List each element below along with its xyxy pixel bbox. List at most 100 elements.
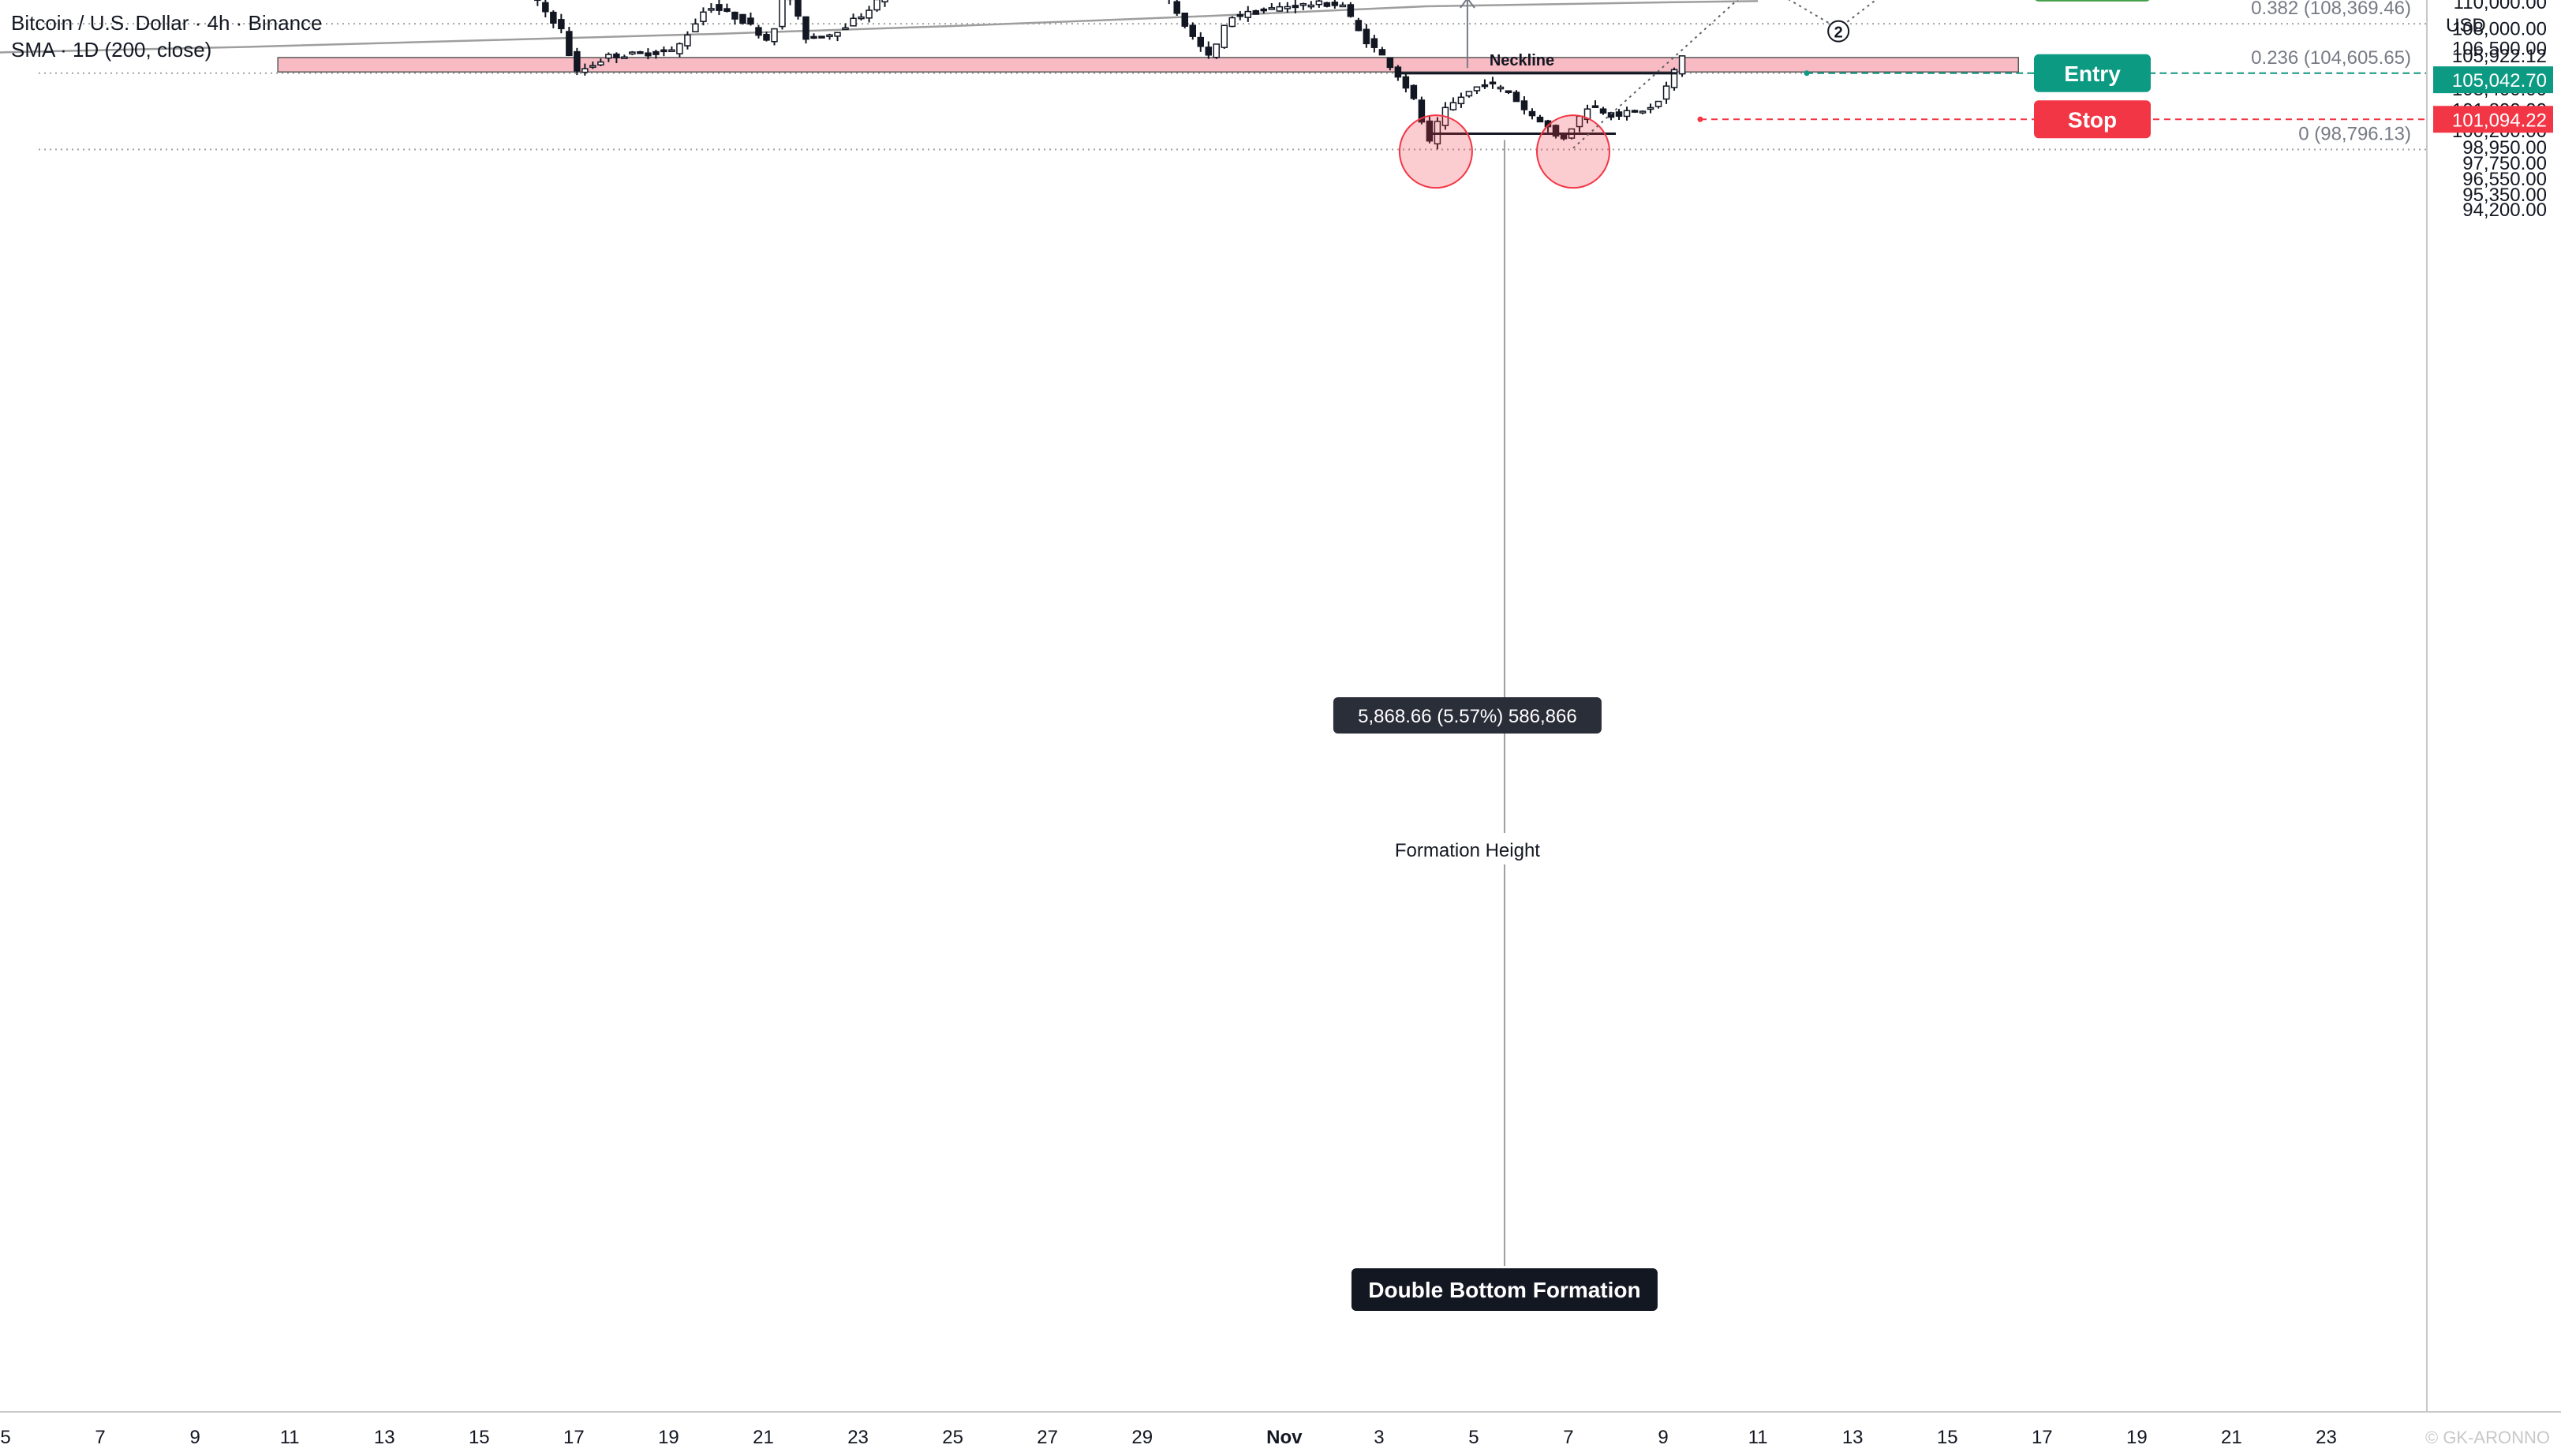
candle-body bbox=[1639, 110, 1647, 114]
candle-body bbox=[1623, 110, 1631, 118]
candle-body bbox=[1560, 134, 1568, 140]
y-tick-label: 106,500.00 bbox=[2452, 38, 2547, 59]
x-tick-label: 3 bbox=[1374, 1427, 1384, 1448]
x-tick-label: 23 bbox=[847, 1427, 869, 1448]
candle-body bbox=[739, 13, 746, 24]
candle-body bbox=[1260, 8, 1268, 12]
candle-body bbox=[763, 34, 770, 41]
candle-body bbox=[1528, 110, 1536, 117]
last-price-badge: 105,042.70 bbox=[2452, 70, 2547, 91]
x-tick-label: 17 bbox=[563, 1427, 585, 1448]
candle-body bbox=[1505, 90, 1512, 93]
candle-body bbox=[810, 35, 817, 39]
candle-body bbox=[826, 34, 833, 38]
y-tick-label: 96,550.00 bbox=[2462, 169, 2547, 190]
candle-body bbox=[1662, 85, 1670, 100]
candle-body bbox=[652, 50, 660, 55]
fib-label-0.382: 0.382 (108,369.46) bbox=[2251, 0, 2411, 19]
wave-marker-2: 2② bbox=[1827, 20, 1850, 43]
candle-body bbox=[613, 53, 620, 58]
x-tick-label: 23 bbox=[2316, 1427, 2337, 1448]
candle-body bbox=[1402, 76, 1410, 89]
x-tick-label: 13 bbox=[1842, 1427, 1864, 1448]
x-tick-label: 21 bbox=[753, 1427, 774, 1448]
fib-label-0: 0 (98,796.13) bbox=[2298, 124, 2411, 145]
candle-body bbox=[1323, 2, 1331, 7]
candle-body bbox=[834, 32, 841, 37]
x-tick-label: 15 bbox=[1937, 1427, 1958, 1448]
candle-body bbox=[802, 16, 809, 40]
y-tick-label: 97,750.00 bbox=[2462, 153, 2547, 174]
candle-body bbox=[771, 28, 778, 43]
candle-body bbox=[779, 0, 786, 28]
double-bottom-circle-2 bbox=[1535, 114, 1610, 189]
candle-body bbox=[708, 8, 715, 11]
candle-body bbox=[1268, 7, 1276, 10]
candle-body bbox=[1339, 4, 1347, 8]
entry-tag[interactable]: Entry bbox=[2034, 54, 2151, 92]
candle-body bbox=[660, 49, 667, 53]
time-axis-bg bbox=[0, 1412, 2561, 1456]
candle-body bbox=[645, 52, 652, 57]
candle-body bbox=[558, 19, 565, 30]
x-tick-label: 7 bbox=[95, 1427, 105, 1448]
candle-body bbox=[1386, 57, 1394, 69]
candle-body bbox=[1583, 108, 1591, 121]
indicator-label: SMA · 1D (200, close) bbox=[11, 38, 212, 62]
symbol-title: Bitcoin / U.S. Dollar · 4h · Binance bbox=[11, 11, 323, 35]
candle-body bbox=[1236, 13, 1244, 17]
x-tick-label: 19 bbox=[658, 1427, 679, 1448]
candle-body bbox=[1221, 24, 1228, 48]
candle-body bbox=[676, 43, 683, 54]
candle-body bbox=[731, 11, 738, 20]
x-tick-label: 9 bbox=[1658, 1427, 1668, 1448]
candle-body bbox=[866, 9, 873, 19]
target-1-tag[interactable]: Target 1 bbox=[2034, 0, 2151, 2]
y-tick-label: 98,950.00 bbox=[2462, 137, 2547, 159]
candle-body bbox=[1552, 125, 1560, 137]
price-axis[interactable]: USD 94,200.0095,350.0096,550.0097,750.009… bbox=[2426, 0, 2561, 1456]
x-tick-label: 7 bbox=[1563, 1427, 1573, 1448]
candle-body bbox=[873, 0, 880, 11]
candle-body bbox=[1370, 38, 1378, 48]
y-tick-label: 110,000.00 bbox=[2454, 0, 2547, 13]
watermark: © GK-ARONNO bbox=[2425, 1428, 2550, 1447]
fib-label-0.236: 0.236 (104,605.65) bbox=[2251, 47, 2411, 69]
x-tick-label: 17 bbox=[2032, 1427, 2053, 1448]
candle-body bbox=[637, 51, 644, 54]
y-tick-label: 108,000.00 bbox=[2452, 18, 2547, 39]
time-axis[interactable]: 5 7 9 11 13 15 17 19 21 23 25 27 29 Nov 3 5 7 9 11 13 15 17 19… bbox=[0, 1411, 2561, 1456]
x-tick-label: 15 bbox=[469, 1427, 490, 1448]
candle-body bbox=[605, 54, 612, 59]
candle-body bbox=[1670, 69, 1678, 88]
candle-body bbox=[1173, 1, 1180, 14]
candle-body bbox=[1205, 47, 1213, 56]
x-tick-label: 29 bbox=[1131, 1427, 1153, 1448]
double-bottom-label: Double Bottom Formation bbox=[1351, 1268, 1658, 1311]
formation-height-arrowhead bbox=[1460, 0, 1475, 9]
candle-body bbox=[716, 4, 723, 11]
price-axis-bg bbox=[2427, 0, 2561, 1456]
candle-body bbox=[858, 16, 865, 20]
candle-body bbox=[1678, 55, 1686, 75]
candle-body bbox=[1284, 6, 1292, 9]
x-tick-label: 13 bbox=[374, 1427, 395, 1448]
candle-body bbox=[1315, 0, 1323, 6]
stop-tag-label: Stop bbox=[2068, 107, 2117, 132]
double-bottom-label-text: Double Bottom Formation bbox=[1368, 1278, 1640, 1302]
stop-tag-bg bbox=[2034, 100, 2151, 139]
candle-body bbox=[1299, 2, 1307, 6]
candle-body bbox=[850, 17, 857, 27]
measure-tooltip: 5,868.66 (5.57%) 586,866 bbox=[1333, 697, 1602, 734]
candle-body bbox=[700, 11, 707, 22]
candle-body bbox=[1292, 5, 1299, 9]
formation-height-label: Formation Height bbox=[1395, 840, 1540, 861]
candle-body bbox=[747, 17, 754, 25]
candle-body bbox=[1591, 105, 1599, 108]
candle-body bbox=[684, 34, 691, 47]
wave-marker-number: 2 bbox=[1834, 24, 1843, 42]
stop-tag[interactable]: Stop bbox=[2034, 100, 2151, 139]
neckline-support-zone bbox=[277, 57, 2020, 73]
candle-body bbox=[621, 56, 628, 59]
